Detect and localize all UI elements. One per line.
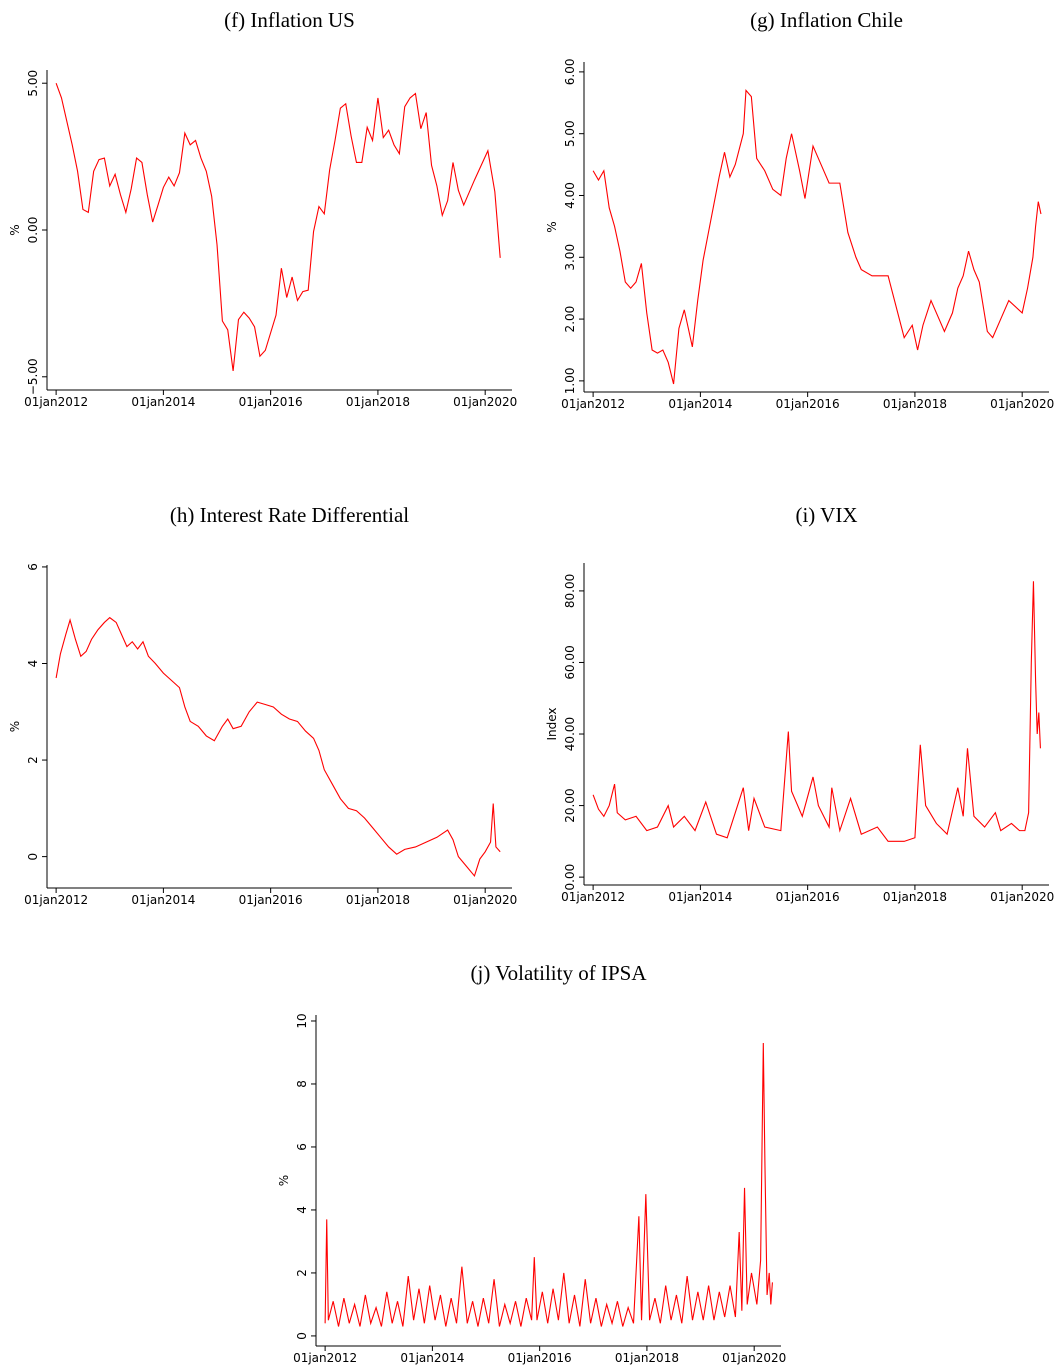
x-tick-label: 01jan2012 [293,1351,357,1365]
x-tick-label: 01jan2016 [239,395,303,409]
x-tick-label: 01jan2018 [615,1351,679,1365]
y-tick-label: 3.00 [563,244,577,271]
x-tick-label: 01jan2018 [346,395,410,409]
y-axis-title: % [8,721,22,732]
panel: (h) Interest Rate Differential 0 2 4 6 01jan2… [8,503,517,907]
y-tick-label: 40.00 [563,717,577,751]
chart-title: (f) Inflation US [224,8,355,32]
y-tick-label: 4.00 [563,182,577,209]
y-tick-label: 4 [295,1206,309,1214]
y-axis-title: Index [545,707,559,740]
x-tick-label: 01jan2016 [508,1351,572,1365]
x-tick-label: 01jan2014 [668,397,732,411]
y-tick-label: 0 [295,1332,309,1340]
x-tick-label: 01jan2012 [24,893,88,907]
y-tick-label: 2 [295,1269,309,1277]
chart-title: (i) VIX [795,503,857,527]
y-tick-label: 2 [26,756,40,764]
y-axis-title: % [277,1175,291,1186]
y-tick-label: 20.00 [563,788,577,822]
x-tick-label: 01jan2020 [722,1351,786,1365]
y-tick-label: 6 [295,1143,309,1151]
y-tick-label: 0 [26,853,40,861]
x-tick-label: 01jan2014 [131,893,195,907]
y-tick-label: −5.00 [26,358,40,395]
data-line [55,83,501,371]
x-tick-label: 01jan2018 [883,397,947,411]
x-tick-label: 01jan2012 [24,395,88,409]
y-tick-label: 80.00 [563,574,577,608]
panel: (f) Inflation US −5.00 0.00 5.00 01jan2012 01… [8,8,517,409]
chart-title: (g) Inflation Chile [750,8,903,32]
x-tick-label: 01jan2018 [883,890,947,904]
y-tick-label: 1.00 [563,368,577,395]
panel: (i) VIX 0.00 20.00 40.00 60.00 80.00 01jan2012… [545,503,1054,904]
x-tick-label: 01jan2020 [990,397,1054,411]
panel: (j) Volatility of IPSA 0 2 4 6 8 10 01jan2012 01… [277,961,786,1365]
x-tick-label: 01jan2016 [776,890,840,904]
data-line [592,89,1042,385]
data-line [55,616,501,878]
x-tick-label: 01jan2014 [131,395,195,409]
data-line [592,581,1041,842]
y-axis-title: % [545,221,559,232]
chart-title: (j) Volatility of IPSA [471,961,648,985]
x-tick-label: 01jan2014 [668,890,732,904]
y-tick-label: 2.00 [563,306,577,333]
y-tick-label: 0.00 [26,217,40,244]
y-tick-label: 5.00 [563,120,577,147]
x-tick-label: 01jan2018 [346,893,410,907]
y-axis-title: % [8,224,22,235]
x-tick-label: 01jan2016 [239,893,303,907]
chart-title: (h) Interest Rate Differential [170,503,409,527]
x-tick-label: 01jan2016 [776,397,840,411]
x-tick-label: 01jan2012 [561,890,625,904]
y-tick-label: 0.00 [563,864,577,891]
y-tick-label: 5.00 [26,70,40,97]
y-tick-label: 6.00 [563,59,577,86]
y-tick-label: 8 [295,1080,309,1088]
x-tick-label: 01jan2020 [990,890,1054,904]
x-tick-label: 01jan2020 [453,893,517,907]
y-tick-label: 4 [26,660,40,668]
panel: (g) Inflation Chile 1.00 2.00 3.00 4.00 5.00 6… [545,8,1054,411]
data-line [324,1043,773,1327]
y-tick-label: 60.00 [563,645,577,679]
x-tick-label: 01jan2014 [400,1351,464,1365]
y-tick-label: 10 [295,1013,309,1028]
x-tick-label: 01jan2012 [561,397,625,411]
x-tick-label: 01jan2020 [453,395,517,409]
y-tick-label: 6 [26,563,40,571]
